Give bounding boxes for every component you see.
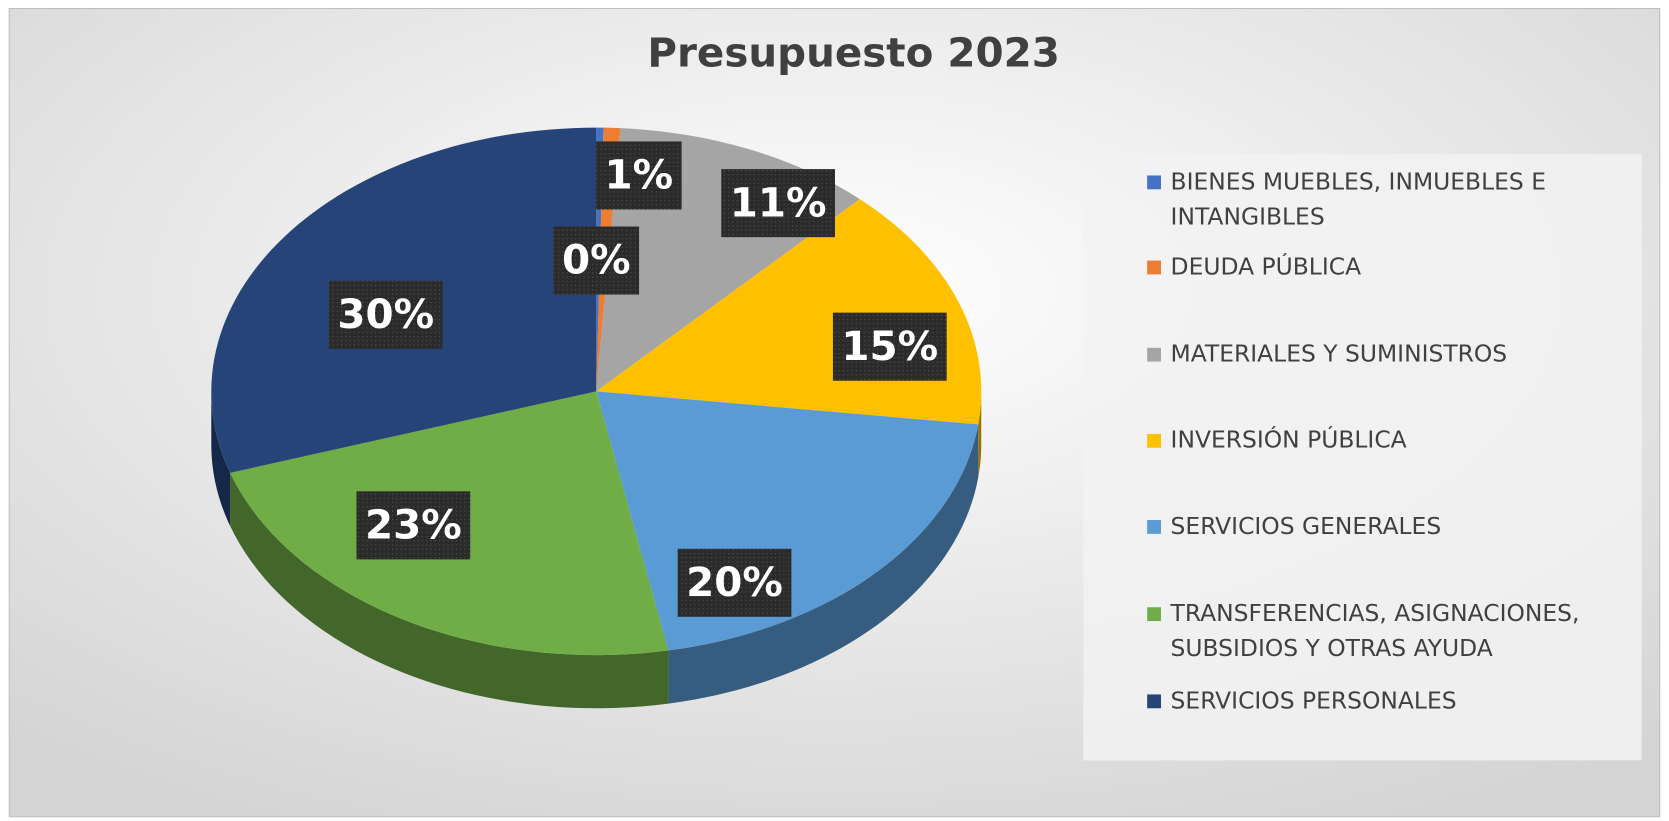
slice-side [668,424,979,704]
legend-swatch [1147,433,1161,448]
legend-label: DEUDA PÚBLICA [1170,254,1362,281]
legend-label: BIENES MUEBLES, INMUEBLES E INTANGIBLES [1170,169,1546,231]
legend-swatch [1147,607,1161,622]
data-label-box [553,226,640,295]
slice-side [230,472,669,709]
legend-swatch [1147,260,1161,275]
data-label: 20% [686,558,783,606]
legend-box [1083,154,1642,761]
legend-label: MATERIALES Y SUMINISTROS [1170,341,1508,368]
data-label-box [356,491,471,560]
legend-swatch [1147,347,1161,362]
data-label: 11% [730,178,827,226]
data-label: 30% [337,290,434,338]
legend-swatch [1147,694,1161,709]
data-label-box [677,548,792,617]
data-label: 0% [562,236,631,284]
slice-side [211,391,231,527]
legend-label: TRANSFERENCIAS, ASIGNACIONES, SUBSIDIOS … [1170,600,1580,663]
legend-label: INVERSIÓN PÚBLICA [1170,427,1407,455]
legend-swatch [1147,175,1161,190]
chart-title: Presupuesto 2023 [647,28,1060,76]
data-label-box [721,169,836,238]
data-label: 1% [605,151,674,199]
data-label: 23% [365,500,462,548]
legend-swatch [1147,520,1161,534]
data-label: 15% [841,322,938,370]
data-label-box [832,312,947,381]
data-label-box [328,280,443,349]
legend-label: SERVICIOS PERSONALES [1170,688,1457,715]
legend-label: SERVICIOS GENERALES [1170,513,1442,541]
slice-side [978,391,982,478]
data-label-box [596,141,682,210]
legend: BIENES MUEBLES, INMUEBLES E INTANGIBLES D… [1147,169,1580,715]
